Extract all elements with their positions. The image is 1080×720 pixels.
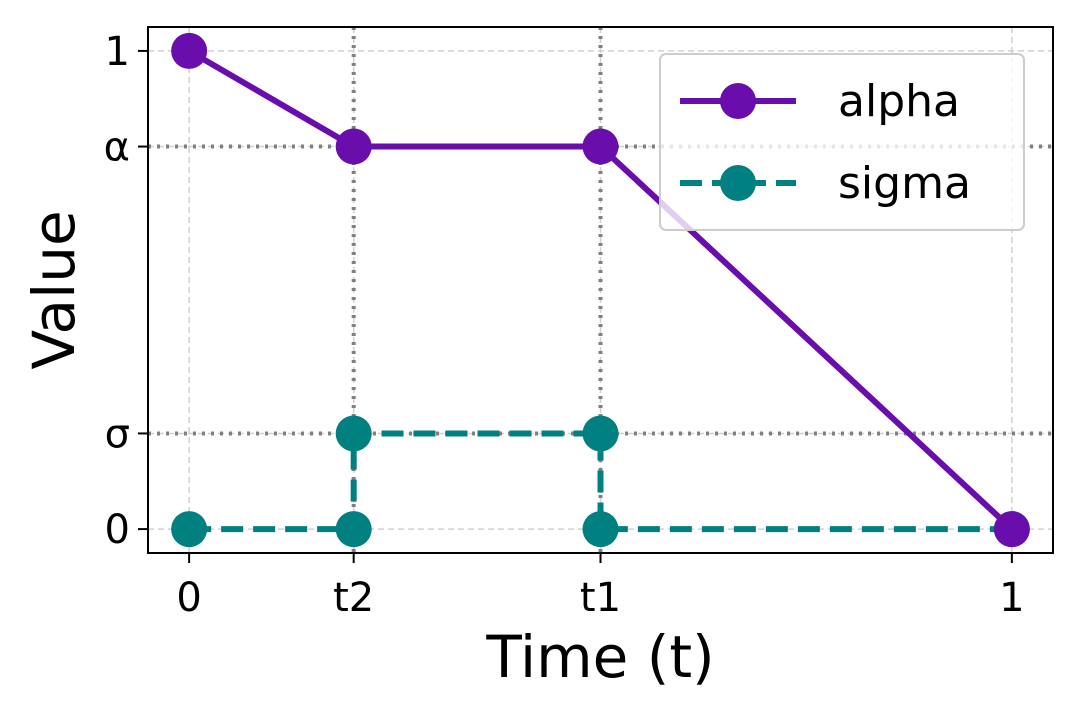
data-point-alpha — [335, 128, 372, 165]
legend-marker-sigma — [720, 165, 756, 201]
data-point-alpha — [171, 32, 208, 69]
data-point-alpha — [582, 128, 619, 165]
series-line-sigma — [189, 430, 1012, 533]
y-tick-label: σ — [105, 411, 130, 457]
axis-ticks: 0 t2 t1 1 0 σ α 1 — [104, 29, 1025, 621]
x-tick-label: 1 — [999, 575, 1024, 621]
data-point-sigma — [582, 415, 619, 452]
y-axis-label: Value — [20, 210, 88, 369]
y-tick-label: α — [104, 125, 130, 171]
data-point-sigma — [335, 511, 372, 548]
x-axis-label: Time (t) — [485, 623, 714, 691]
series-layer — [171, 32, 1030, 548]
x-tick-label: t2 — [333, 575, 374, 621]
data-point-sigma — [335, 415, 372, 452]
data-point-sigma — [171, 511, 208, 548]
legend: alpha sigma — [659, 53, 1025, 231]
y-tick-label: 1 — [105, 29, 130, 75]
legend-label-alpha: alpha — [838, 76, 960, 127]
y-tick-label: 0 — [105, 507, 130, 553]
data-point-alpha — [993, 511, 1030, 548]
x-tick-label: t1 — [580, 575, 621, 621]
x-tick-label: 0 — [176, 575, 201, 621]
series-line-alpha — [187, 48, 1014, 532]
legend-marker-alpha — [720, 83, 756, 119]
data-point-sigma — [582, 511, 619, 548]
legend-label-sigma: sigma — [838, 158, 971, 209]
